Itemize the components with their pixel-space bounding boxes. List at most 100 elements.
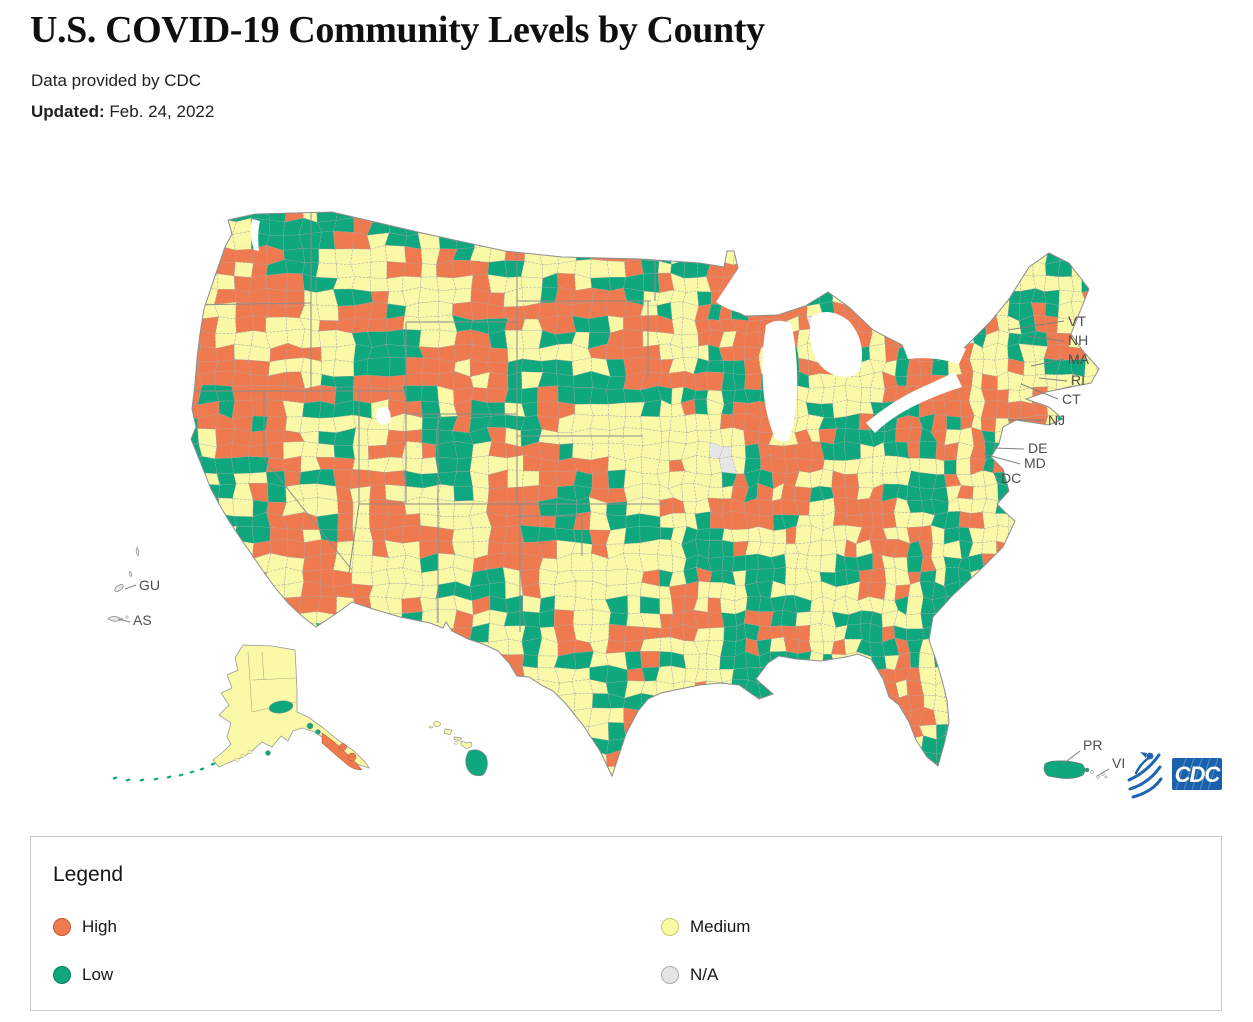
county-cell[interactable]	[721, 203, 735, 222]
county-cell[interactable]	[685, 231, 699, 248]
county-cell[interactable]	[590, 552, 609, 571]
county-cell[interactable]	[285, 416, 303, 434]
county-cell[interactable]	[383, 456, 405, 473]
county-cell[interactable]	[197, 666, 217, 684]
county-cell[interactable]	[844, 288, 860, 306]
county-cell[interactable]	[719, 597, 736, 615]
county-cell[interactable]	[784, 726, 799, 741]
county-cell[interactable]	[1071, 273, 1083, 293]
county-cell[interactable]	[251, 263, 269, 278]
county-cell[interactable]	[1020, 499, 1036, 516]
county-cell[interactable]	[758, 708, 775, 723]
county-cell[interactable]	[1106, 556, 1119, 571]
county-cell[interactable]	[605, 595, 629, 615]
county-cell[interactable]	[981, 709, 998, 725]
county-cell[interactable]	[266, 207, 287, 223]
county-cell[interactable]	[668, 440, 687, 461]
county-cell[interactable]	[959, 795, 974, 809]
county-cell[interactable]	[757, 777, 775, 795]
county-cell[interactable]	[920, 613, 936, 630]
county-cell[interactable]	[1045, 793, 1059, 808]
county-cell[interactable]	[233, 473, 251, 485]
county-cell[interactable]	[591, 609, 612, 626]
county-cell[interactable]	[216, 273, 236, 290]
alaska-hawaii-territories[interactable]	[107, 546, 1108, 782]
county-cell[interactable]	[744, 708, 760, 727]
county-cell[interactable]	[218, 400, 235, 420]
county-cell[interactable]	[794, 693, 810, 711]
county-cell[interactable]	[884, 262, 896, 277]
county-cell[interactable]	[571, 679, 594, 694]
county-cell[interactable]	[809, 485, 825, 503]
county-cell[interactable]	[452, 259, 474, 279]
county-cell[interactable]	[857, 781, 874, 797]
county-cell[interactable]	[421, 683, 441, 698]
county-cell[interactable]	[622, 427, 643, 447]
county-cell[interactable]	[420, 766, 441, 779]
county-cell[interactable]	[906, 667, 922, 683]
county-cell[interactable]	[921, 511, 936, 527]
county-cell[interactable]	[1008, 542, 1022, 559]
county-cell[interactable]	[918, 472, 938, 490]
county-cell[interactable]	[843, 695, 860, 708]
county-cell[interactable]	[933, 623, 949, 641]
county-cell[interactable]	[1071, 651, 1085, 672]
county-cell[interactable]	[197, 400, 220, 419]
county-cell[interactable]	[507, 486, 525, 502]
county-cell[interactable]	[695, 205, 708, 223]
county-cell[interactable]	[639, 233, 659, 250]
county-cell[interactable]	[696, 455, 712, 475]
county-cell[interactable]	[1094, 497, 1112, 516]
county-cell[interactable]	[337, 500, 354, 515]
county-cell[interactable]	[589, 639, 609, 654]
county-cell[interactable]	[1093, 651, 1111, 670]
county-cell[interactable]	[681, 470, 698, 485]
county-cell[interactable]	[320, 539, 338, 555]
county-cell[interactable]	[1044, 315, 1059, 334]
county-cell[interactable]	[756, 498, 774, 517]
county-cell[interactable]	[1045, 233, 1062, 248]
county-cell[interactable]	[684, 245, 698, 261]
county-cell[interactable]	[419, 484, 442, 500]
county-cell[interactable]	[300, 748, 320, 767]
county-cell[interactable]	[670, 301, 684, 321]
county-cell[interactable]	[520, 568, 540, 587]
county-cell[interactable]	[504, 766, 527, 781]
county-cell[interactable]	[696, 441, 711, 458]
county-cell[interactable]	[993, 623, 1010, 639]
county-cell[interactable]	[1057, 426, 1071, 447]
county-cell[interactable]	[1109, 204, 1123, 220]
county-cell[interactable]	[709, 750, 725, 770]
county-cell[interactable]	[435, 429, 455, 446]
county-cell[interactable]	[1070, 598, 1087, 612]
county-cell[interactable]	[300, 763, 322, 782]
county-cell[interactable]	[247, 359, 271, 377]
county-cell[interactable]	[384, 470, 406, 487]
county-cell[interactable]	[556, 234, 576, 248]
county-cell[interactable]	[1068, 220, 1087, 236]
county-cell[interactable]	[354, 726, 373, 740]
county-cell[interactable]	[796, 371, 810, 389]
county-cell[interactable]	[454, 218, 474, 234]
county-cell[interactable]	[732, 765, 746, 782]
county-cell[interactable]	[1060, 483, 1074, 502]
county-cell[interactable]	[571, 315, 590, 333]
county-cell[interactable]	[505, 680, 526, 697]
county-cell[interactable]	[201, 793, 217, 811]
county-cell[interactable]	[794, 429, 813, 445]
county-cell[interactable]	[181, 205, 202, 223]
county-cell[interactable]	[453, 399, 472, 419]
county-cell[interactable]	[1046, 552, 1062, 570]
county-cell[interactable]	[1081, 262, 1098, 274]
county-cell[interactable]	[351, 288, 374, 306]
county-cell[interactable]	[335, 726, 357, 739]
county-cell[interactable]	[946, 752, 963, 767]
county-cell[interactable]	[181, 221, 202, 237]
county-cell[interactable]	[421, 357, 440, 375]
county-cell[interactable]	[996, 206, 1009, 220]
county-cell[interactable]	[994, 652, 1008, 672]
county-cell[interactable]	[682, 623, 699, 642]
county-cell[interactable]	[316, 693, 337, 712]
county-cell[interactable]	[920, 778, 934, 794]
county-cell[interactable]	[623, 748, 645, 767]
